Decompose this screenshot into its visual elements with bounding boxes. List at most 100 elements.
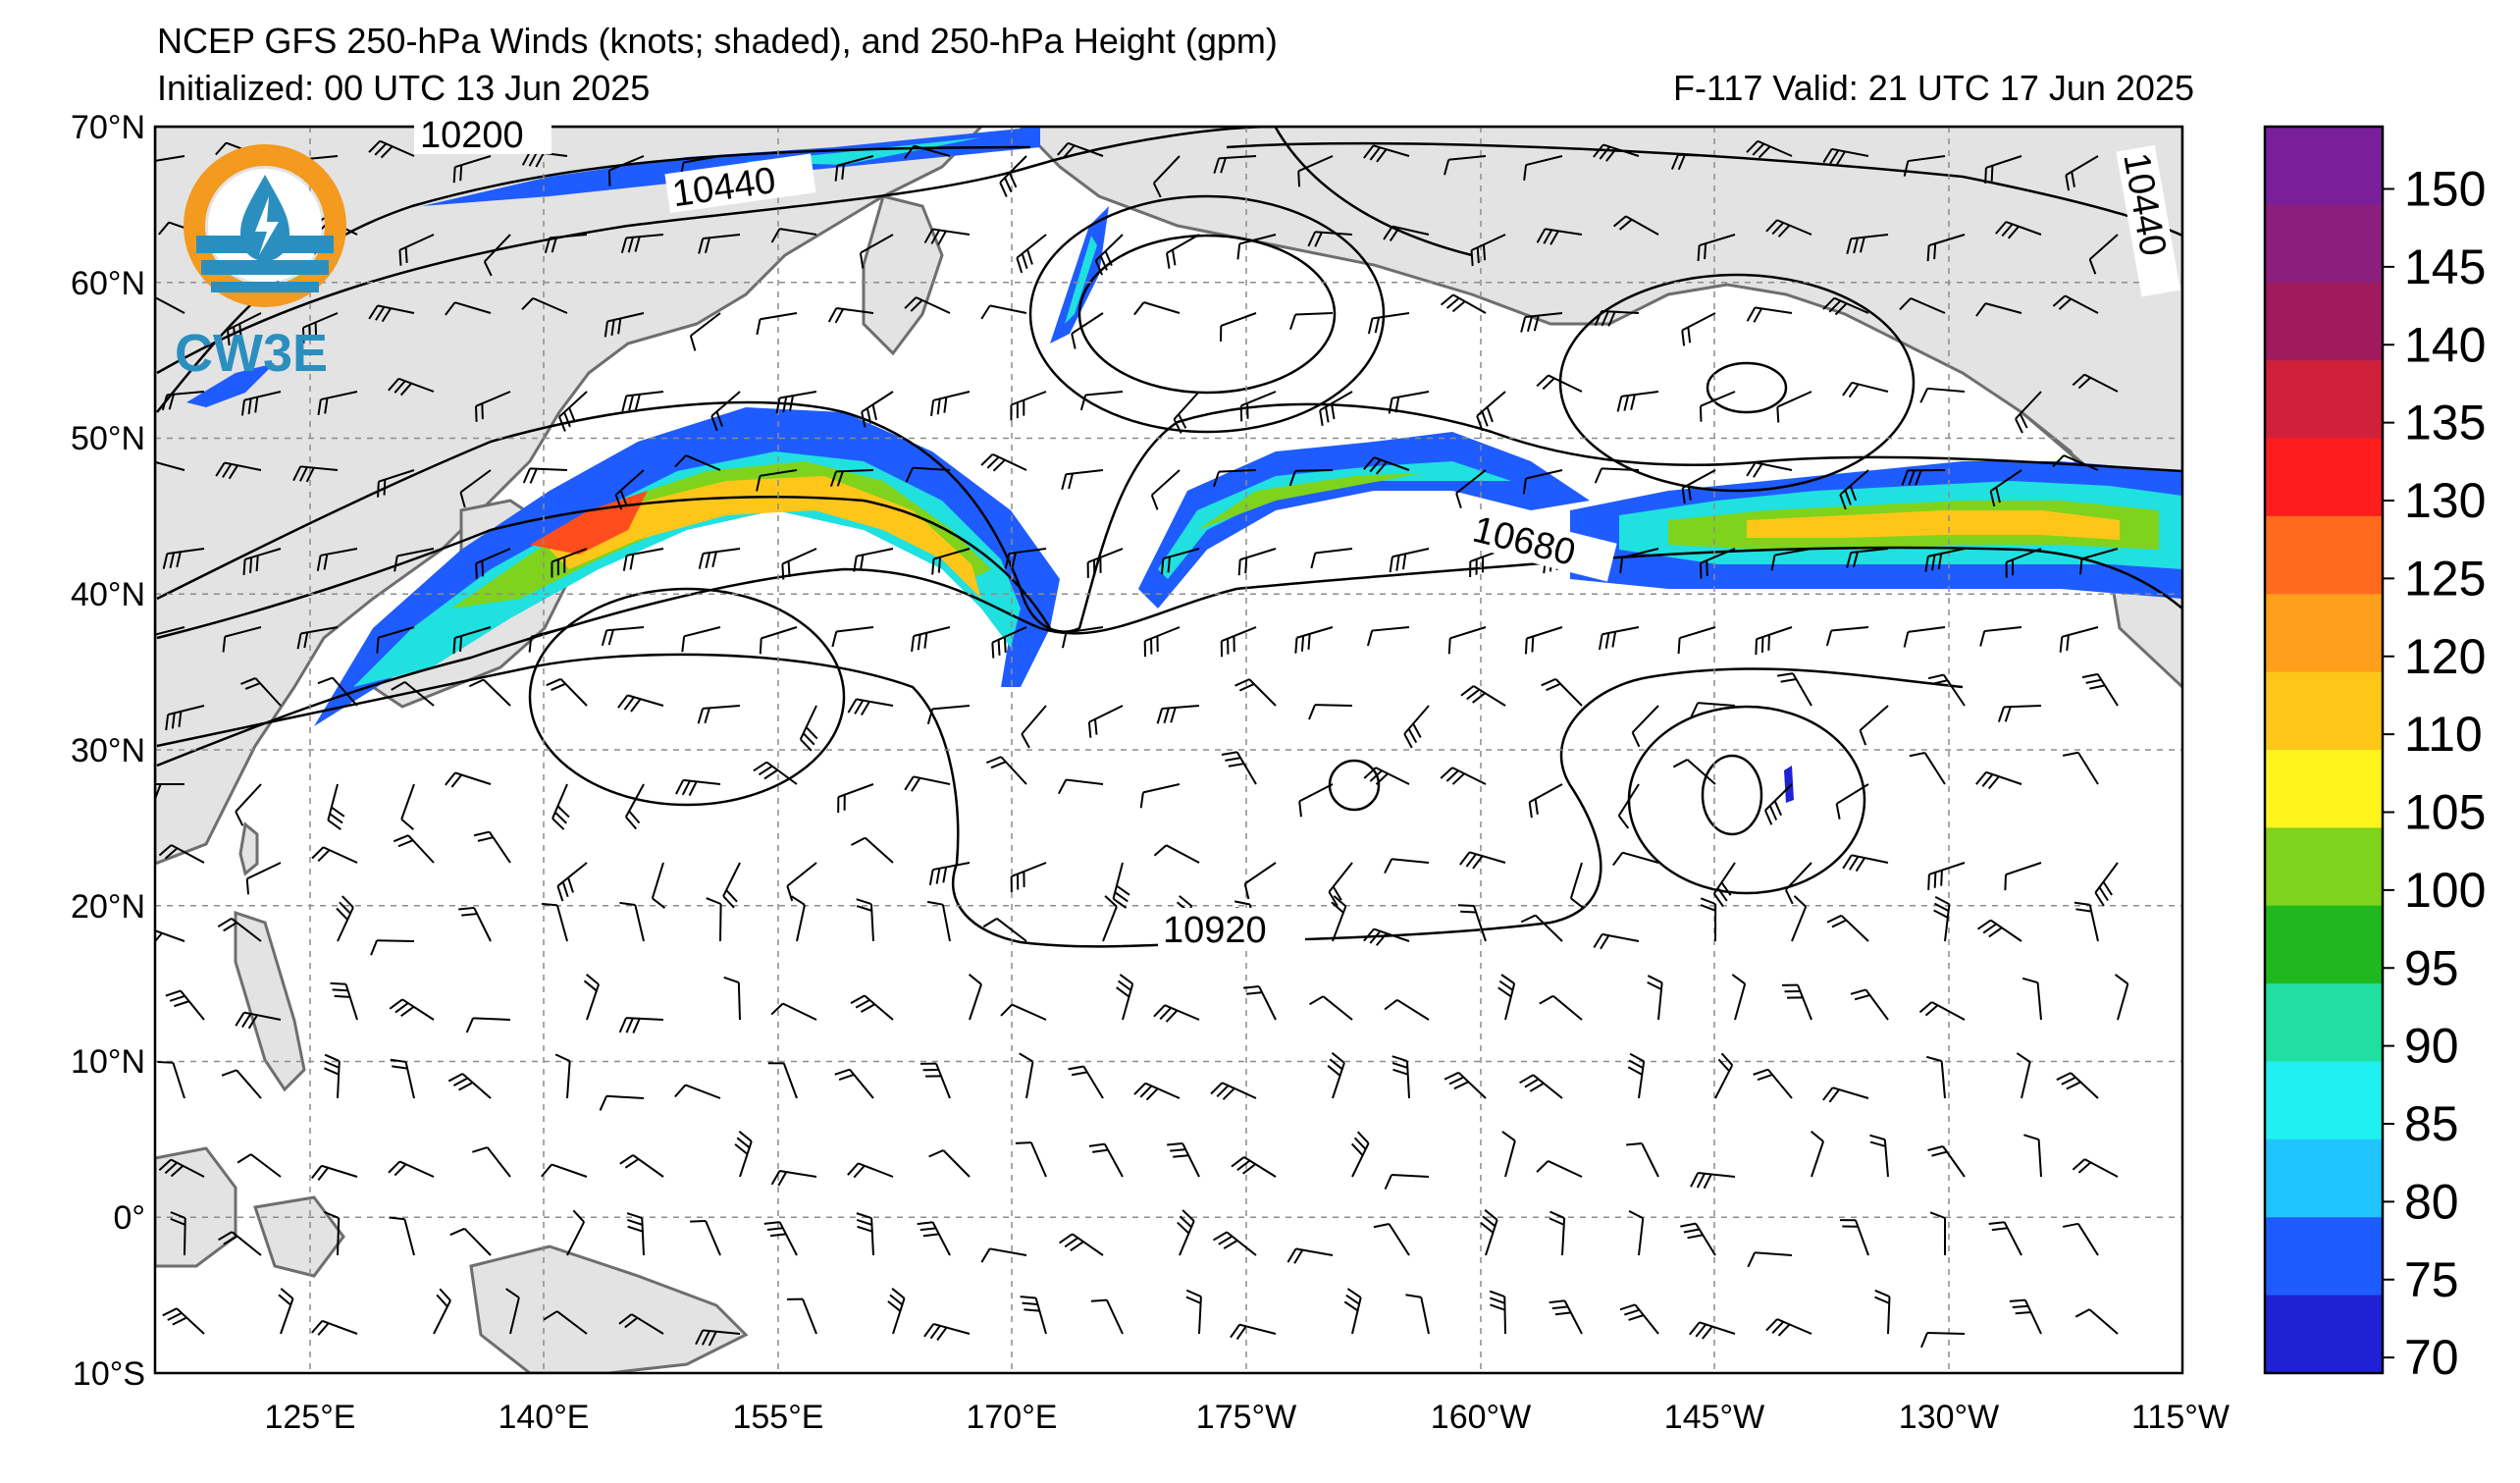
wind-barb — [968, 974, 982, 1021]
wind-barb — [999, 155, 1027, 197]
wind-barb — [2079, 548, 2119, 575]
new-guinea-island — [469, 1245, 749, 1373]
wind-barb — [235, 783, 262, 826]
colorbar-tick-label: 150 — [2404, 162, 2486, 217]
wind-barb — [1294, 626, 1334, 654]
wind-barb — [1697, 234, 1736, 262]
wind-barb — [767, 1062, 798, 1099]
wind-barb — [1309, 995, 1353, 1021]
wind-barb — [697, 705, 741, 724]
wind-barb — [923, 228, 971, 245]
wind-barb — [1440, 767, 1487, 785]
wind-barb — [1440, 293, 1487, 314]
longitude-labels: 125°E 140°E 155°E 170°E 175°W 160°W 145°… — [264, 1399, 2229, 1436]
wind-barb — [847, 1162, 894, 1179]
wind-barb — [240, 391, 282, 416]
wind-barb — [1057, 778, 1104, 795]
wind-barb — [2005, 548, 2042, 578]
wind-barb — [1298, 783, 1334, 818]
wind-barb — [324, 1053, 341, 1099]
wind-barb — [1152, 155, 1181, 198]
wind-barb — [1213, 469, 1257, 488]
initialized-time: Initialized: 00 UTC 13 Jun 2025 — [157, 68, 651, 108]
wind-barb — [1221, 751, 1257, 785]
contour-low-bering — [1077, 234, 1337, 395]
wind-barb — [1826, 914, 1869, 942]
wind-barb — [1236, 234, 1277, 260]
wind-barb — [1519, 1074, 1563, 1099]
wind-barb — [1061, 626, 1104, 649]
wind-barb — [1927, 862, 1966, 890]
wind-barb — [1777, 672, 1812, 707]
wind-barb — [1447, 626, 1487, 655]
wind-barb — [393, 834, 435, 864]
wind-barb — [756, 312, 798, 336]
wind-barb — [162, 1307, 205, 1335]
wind-barb — [622, 548, 664, 571]
wind-barb — [1010, 391, 1047, 421]
wind-barb — [599, 1094, 645, 1111]
wind-barb — [1765, 1318, 1812, 1337]
wind-barb — [2065, 155, 2099, 191]
wind-barb — [1839, 1219, 1869, 1256]
wind-barb — [1068, 1065, 1104, 1099]
wind-barb — [541, 902, 568, 942]
wind-barb — [1975, 302, 2022, 317]
wind-barb — [1234, 678, 1277, 707]
logo-waves — [196, 236, 334, 292]
wind-barb — [829, 469, 874, 487]
wind-barb — [1988, 1221, 2022, 1256]
colorbar-swatch — [2265, 515, 2383, 595]
wind-barb — [837, 783, 874, 814]
wind-barb — [1765, 219, 1812, 238]
wind-barb — [1714, 1052, 1734, 1099]
wind-barb — [558, 391, 588, 432]
wind-barb — [1524, 626, 1563, 655]
wind-barb — [1308, 704, 1353, 720]
lat-label-10s: 10°S — [73, 1355, 145, 1393]
contour-label-10920: 10920 — [1163, 910, 1267, 951]
wind-barb — [452, 626, 492, 654]
wind-barb — [1901, 469, 1946, 486]
wind-barb — [1536, 228, 1583, 245]
wind-barb — [1156, 705, 1200, 724]
wind-barb — [1918, 1001, 1966, 1021]
wind-barb — [336, 895, 354, 942]
wind-barb — [1143, 626, 1181, 658]
wind-barb — [1731, 974, 1747, 1021]
wind-barb — [1010, 862, 1047, 892]
jet-central-band-85 — [1158, 461, 1511, 579]
colorbar-swatch — [2265, 750, 2383, 828]
wind-barb — [834, 1068, 874, 1099]
wind-barb — [1528, 783, 1563, 819]
wind-barb — [1899, 297, 1946, 314]
wind-barb — [1919, 387, 1966, 403]
wind-barb — [394, 548, 435, 572]
latitude-labels: 70°N 60°N 50°N 40°N 30°N 20°N 10°N 0° 10… — [71, 109, 145, 1393]
wind-barb — [1699, 548, 1736, 579]
wind-barb — [786, 862, 817, 902]
wind-barb — [917, 1221, 951, 1256]
wind-barb — [982, 917, 1027, 942]
wind-barb — [1997, 705, 2042, 722]
wind-barb — [368, 139, 415, 159]
wind-barb — [827, 306, 874, 324]
wind-barb — [1015, 1141, 1047, 1178]
lat-label-60n: 60°N — [71, 265, 145, 302]
wind-barb — [245, 862, 282, 895]
lon-label-130w: 130°W — [1899, 1399, 1999, 1436]
wind-barb — [1501, 1131, 1516, 1178]
wind-barb — [452, 155, 492, 184]
wind-barb — [911, 626, 951, 652]
wind-barb — [618, 1017, 664, 1033]
wind-barb — [1363, 144, 1410, 163]
wind-barb — [706, 897, 722, 942]
colorbar-tick-label: 135 — [2404, 396, 2486, 450]
wind-barb — [723, 976, 741, 1021]
wind-barb — [851, 836, 894, 864]
graticule — [155, 127, 2182, 1373]
wind-barb — [155, 295, 185, 314]
wind-barb — [904, 296, 951, 314]
wind-barb — [1619, 548, 1659, 574]
wind-barb — [710, 391, 741, 432]
